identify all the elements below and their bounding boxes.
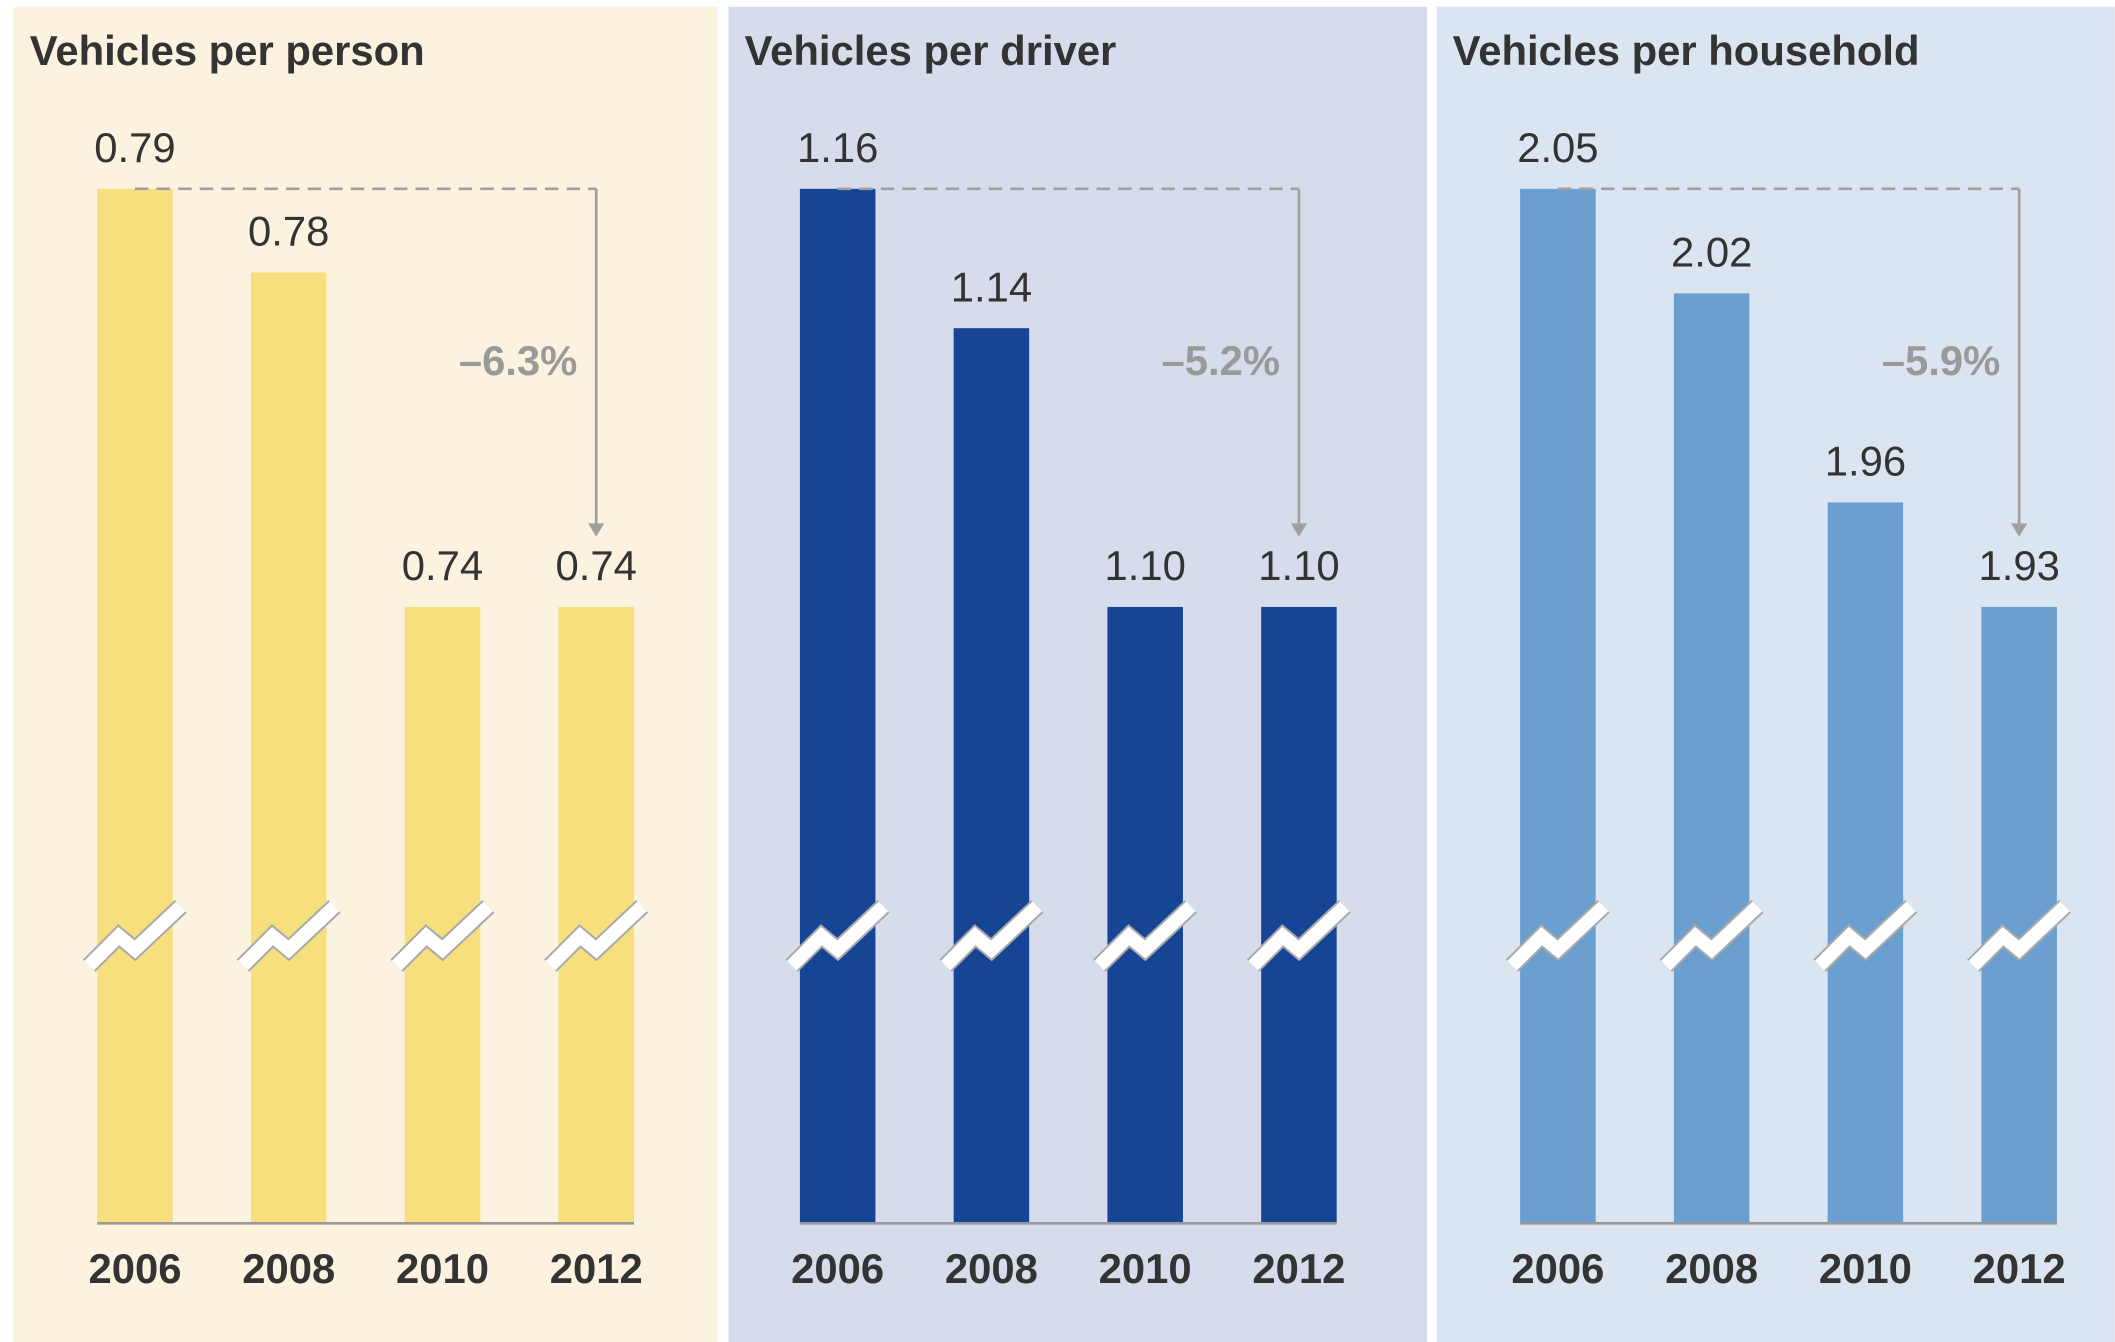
x-tick-label: 2006 [88, 1245, 181, 1292]
value-label: 2.02 [1671, 229, 1752, 276]
axis-break [1507, 901, 1609, 971]
annotation: –5.9% [1882, 337, 2001, 384]
chart-title: Vehicles per household [1453, 27, 1920, 74]
x-tick-label: 2006 [791, 1245, 884, 1292]
axis-break [545, 901, 647, 971]
value-label: 0.74 [556, 542, 637, 589]
bar [799, 188, 876, 1224]
value-label: 1.16 [797, 124, 878, 171]
axis-break [391, 901, 493, 971]
chart-title: Vehicles per driver [745, 27, 1117, 74]
x-tick-label: 2012 [1973, 1245, 2066, 1292]
value-label: 0.78 [248, 208, 329, 255]
value-label: 1.96 [1825, 438, 1906, 485]
x-tick-label: 2012 [1252, 1245, 1345, 1292]
bar [1673, 293, 1750, 1224]
x-tick-label: 2010 [1099, 1245, 1192, 1292]
bar [953, 328, 1030, 1224]
value-label: 2.05 [1517, 124, 1598, 171]
x-tick-label: 2010 [1819, 1245, 1912, 1292]
value-label: 1.10 [1104, 542, 1185, 589]
value-label: 0.74 [402, 542, 483, 589]
bar [1827, 502, 1904, 1224]
axis-break [1968, 901, 2070, 971]
arrow-head [588, 523, 605, 537]
x-tick-label: 2008 [242, 1245, 335, 1292]
axis-break [1094, 901, 1196, 971]
axis-break [1661, 901, 1763, 971]
chart-title: Vehicles per person [30, 27, 425, 74]
x-tick-label: 2008 [1665, 1245, 1758, 1292]
x-tick-label: 2012 [550, 1245, 643, 1292]
value-label: 0.79 [94, 124, 175, 171]
axis-break [940, 901, 1042, 971]
bar [1520, 188, 1596, 1224]
arrow-head [2011, 523, 2028, 537]
bar [250, 272, 327, 1224]
x-tick-label: 2008 [945, 1245, 1038, 1292]
axis-break [84, 901, 186, 971]
arrow-head [1290, 523, 1308, 537]
value-label: 1.93 [1978, 542, 2059, 589]
x-tick-label: 2006 [1511, 1245, 1604, 1292]
value-label: 1.14 [951, 263, 1032, 310]
axis-break [238, 901, 340, 971]
annotation: –6.3% [459, 337, 578, 384]
annotation: –5.2% [1162, 337, 1281, 384]
value-label: 1.10 [1258, 542, 1339, 589]
x-tick-label: 2010 [396, 1245, 489, 1292]
axis-break [787, 901, 889, 971]
axis-break [1248, 901, 1350, 971]
axis-break [1814, 901, 1916, 971]
bar [97, 188, 173, 1224]
